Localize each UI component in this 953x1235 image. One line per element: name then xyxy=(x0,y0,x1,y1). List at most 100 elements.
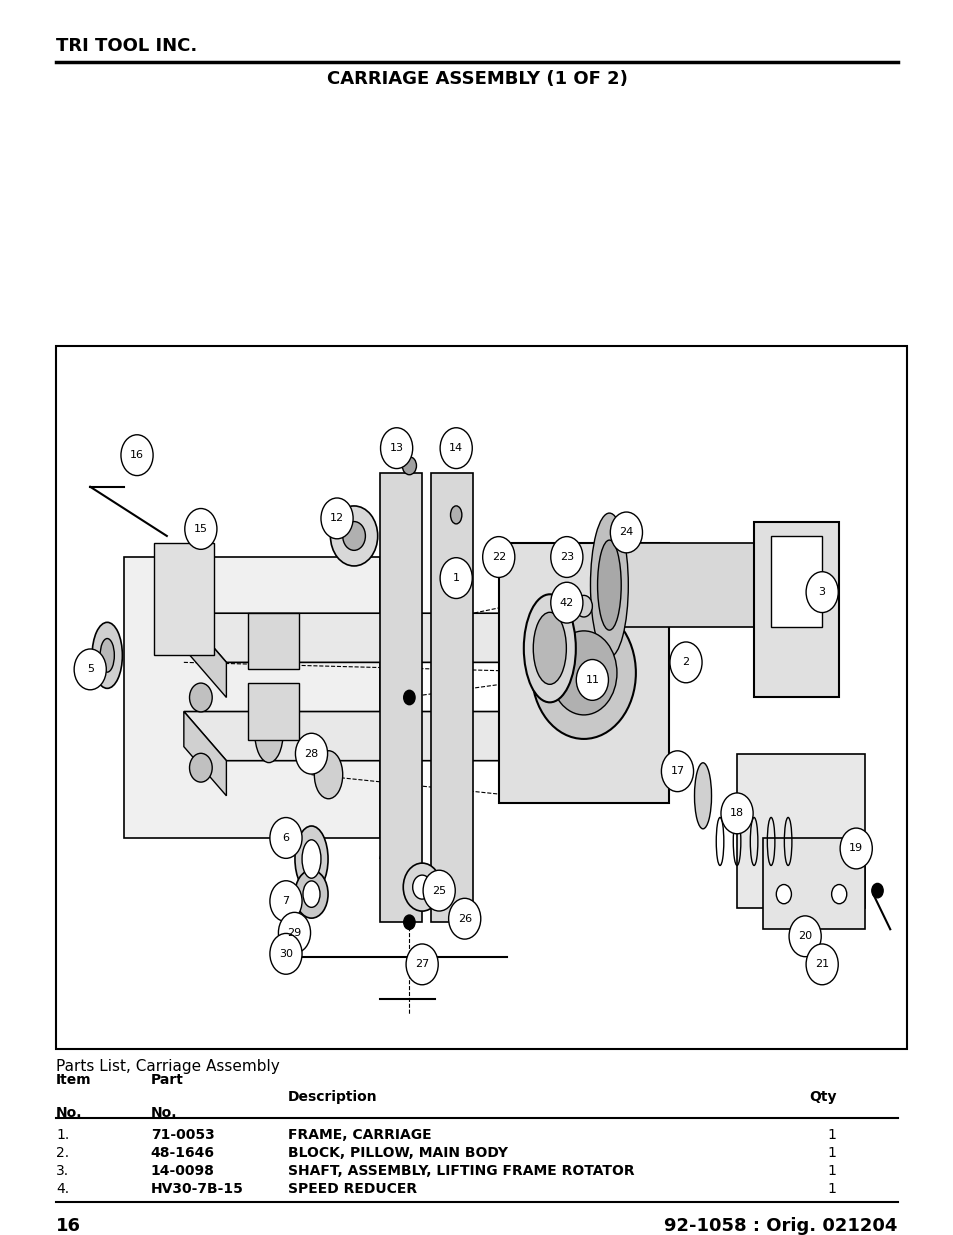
Text: 1: 1 xyxy=(826,1128,836,1142)
Text: 3.: 3. xyxy=(56,1165,70,1178)
Text: 1: 1 xyxy=(826,1182,836,1197)
Circle shape xyxy=(330,506,377,566)
Circle shape xyxy=(776,884,791,904)
Circle shape xyxy=(610,513,641,553)
Text: BLOCK, PILLOW, MAIN BODY: BLOCK, PILLOW, MAIN BODY xyxy=(288,1146,507,1160)
Circle shape xyxy=(788,916,821,957)
Circle shape xyxy=(576,659,608,700)
Text: Description: Description xyxy=(288,1089,377,1104)
Ellipse shape xyxy=(402,457,416,474)
Circle shape xyxy=(422,871,455,911)
Circle shape xyxy=(669,642,701,683)
Text: 15: 15 xyxy=(193,524,208,534)
Ellipse shape xyxy=(523,594,576,703)
Text: 3: 3 xyxy=(818,587,824,598)
Bar xyxy=(56,346,906,1049)
Text: Item: Item xyxy=(56,1073,91,1087)
Polygon shape xyxy=(248,683,298,740)
Text: 18: 18 xyxy=(729,809,743,819)
Circle shape xyxy=(482,537,515,578)
Polygon shape xyxy=(153,543,213,656)
Ellipse shape xyxy=(303,881,319,908)
Circle shape xyxy=(550,631,617,715)
Circle shape xyxy=(550,582,582,624)
Polygon shape xyxy=(753,522,839,698)
Ellipse shape xyxy=(294,826,328,892)
Text: 25: 25 xyxy=(432,885,446,895)
Polygon shape xyxy=(770,536,821,627)
Text: 22: 22 xyxy=(491,552,505,562)
Text: 4.: 4. xyxy=(56,1182,70,1197)
Polygon shape xyxy=(248,614,298,669)
Text: 1: 1 xyxy=(826,1146,836,1160)
Ellipse shape xyxy=(100,638,114,672)
Circle shape xyxy=(550,537,582,578)
Ellipse shape xyxy=(92,622,122,688)
Text: 24: 24 xyxy=(618,527,633,537)
Text: 20: 20 xyxy=(798,931,811,941)
Circle shape xyxy=(320,498,353,538)
Text: 21: 21 xyxy=(814,960,828,969)
Text: 1.: 1. xyxy=(56,1128,70,1142)
Text: 2: 2 xyxy=(681,657,689,667)
Text: 26: 26 xyxy=(457,914,472,924)
Ellipse shape xyxy=(413,876,431,899)
Text: No.: No. xyxy=(151,1107,177,1120)
Circle shape xyxy=(403,915,415,930)
Ellipse shape xyxy=(694,763,711,829)
Circle shape xyxy=(380,427,413,468)
Circle shape xyxy=(342,521,365,551)
Polygon shape xyxy=(430,473,473,923)
Ellipse shape xyxy=(302,840,320,878)
Text: 13: 13 xyxy=(389,443,403,453)
Circle shape xyxy=(185,509,216,550)
Text: 19: 19 xyxy=(848,844,862,853)
Text: 1: 1 xyxy=(826,1165,836,1178)
Text: 29: 29 xyxy=(287,927,301,937)
Text: 16: 16 xyxy=(56,1218,81,1235)
Text: 17: 17 xyxy=(670,766,684,777)
Polygon shape xyxy=(124,557,379,839)
Text: 12: 12 xyxy=(330,514,344,524)
Circle shape xyxy=(531,606,636,739)
Circle shape xyxy=(840,829,871,869)
Text: No.: No. xyxy=(56,1107,83,1120)
Text: Qty: Qty xyxy=(808,1089,836,1104)
Circle shape xyxy=(121,435,152,475)
Text: 14-0098: 14-0098 xyxy=(151,1165,214,1178)
Circle shape xyxy=(190,613,212,642)
Circle shape xyxy=(448,898,480,939)
Text: FRAME, CARRIAGE: FRAME, CARRIAGE xyxy=(288,1128,431,1142)
Ellipse shape xyxy=(403,863,440,911)
Ellipse shape xyxy=(597,540,620,630)
Ellipse shape xyxy=(450,506,461,524)
Circle shape xyxy=(270,881,302,921)
Polygon shape xyxy=(379,473,422,923)
Polygon shape xyxy=(184,614,651,662)
Ellipse shape xyxy=(590,513,628,657)
Circle shape xyxy=(403,690,415,705)
Text: 42: 42 xyxy=(559,598,574,608)
Text: 2.: 2. xyxy=(56,1146,70,1160)
Text: SPEED REDUCER: SPEED REDUCER xyxy=(288,1182,416,1197)
Polygon shape xyxy=(609,543,804,627)
Circle shape xyxy=(720,793,752,834)
Polygon shape xyxy=(184,614,226,698)
Text: 48-1646: 48-1646 xyxy=(151,1146,214,1160)
Text: 27: 27 xyxy=(415,960,429,969)
Circle shape xyxy=(270,818,302,858)
Polygon shape xyxy=(737,753,863,908)
Ellipse shape xyxy=(533,613,566,684)
Polygon shape xyxy=(184,711,651,761)
Text: Part: Part xyxy=(151,1073,183,1087)
Text: TRI TOOL INC.: TRI TOOL INC. xyxy=(56,37,197,56)
Text: 1: 1 xyxy=(453,573,459,583)
Circle shape xyxy=(278,913,311,953)
Text: SHAFT, ASSEMBLY, LIFTING FRAME ROTATOR: SHAFT, ASSEMBLY, LIFTING FRAME ROTATOR xyxy=(288,1165,634,1178)
Polygon shape xyxy=(498,543,668,803)
Circle shape xyxy=(871,883,882,898)
Circle shape xyxy=(190,753,212,782)
Ellipse shape xyxy=(294,871,328,918)
Text: A: A xyxy=(217,755,226,767)
Text: 71-0053: 71-0053 xyxy=(151,1128,214,1142)
